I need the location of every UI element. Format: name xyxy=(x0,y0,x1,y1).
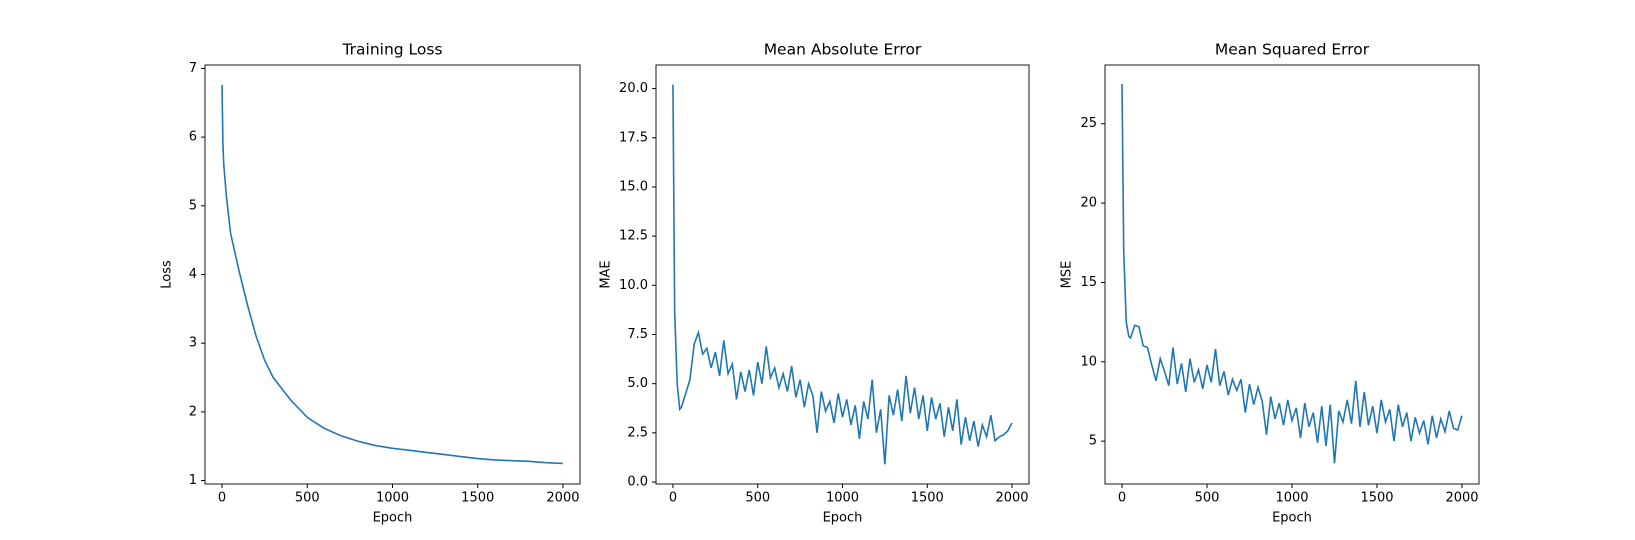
chart-title: Mean Squared Error xyxy=(1215,41,1370,59)
x-tick-label: 1000 xyxy=(376,491,409,506)
y-axis-label: MSE xyxy=(1060,261,1075,289)
subplot: 0 500 1000 1500 2000 0.0 2.5 5.0 7.5 10.0 12.5 15.0… xyxy=(599,41,1030,526)
x-tick-label: 500 xyxy=(295,491,320,506)
y-tick-label: 7.5 xyxy=(627,327,648,342)
y-tick-label: 5 xyxy=(1089,434,1097,449)
x-tick-label: 0 xyxy=(218,491,226,506)
y-tick-label: 5.0 xyxy=(627,376,648,391)
y-tick-label: 7 xyxy=(189,61,197,76)
x-tick-label: 500 xyxy=(745,491,770,506)
y-axis-label: MAE xyxy=(599,260,614,288)
y-tick-label: 10.0 xyxy=(619,278,648,293)
axes-frame xyxy=(655,64,1030,485)
y-tick-label: 4 xyxy=(189,267,197,282)
y-tick-label: 15 xyxy=(1080,275,1097,290)
y-tick-label: 0.0 xyxy=(627,475,648,490)
subplot: 0 500 1000 1500 2000 1 2 3 4 5 6 7 Training Loss Epoc… xyxy=(160,41,581,526)
y-tick-label: 12.5 xyxy=(619,229,648,244)
chart-title: Training Loss xyxy=(341,41,442,59)
data-line xyxy=(1121,84,1463,464)
x-tick-label: 1000 xyxy=(826,491,859,506)
x-tick-label: 1500 xyxy=(1360,491,1393,506)
y-tick-label: 20.0 xyxy=(619,81,648,96)
y-tick-label: 5 xyxy=(189,198,197,213)
x-tick-label: 1000 xyxy=(1275,491,1308,506)
x-axis-label: Epoch xyxy=(1272,511,1312,526)
y-tick-label: 10 xyxy=(1080,354,1097,369)
y-tick-label: 3 xyxy=(189,336,197,351)
data-line xyxy=(672,84,1013,465)
y-tick-label: 2 xyxy=(189,404,197,419)
x-tick-label: 1500 xyxy=(461,491,494,506)
y-tick-label: 6 xyxy=(189,130,197,145)
x-axis-label: Epoch xyxy=(823,511,863,526)
y-tick-label: 17.5 xyxy=(619,130,648,145)
x-tick-label: 0 xyxy=(669,491,677,506)
x-tick-label: 2000 xyxy=(995,491,1028,506)
x-tick-label: 2000 xyxy=(546,491,579,506)
y-tick-label: 15.0 xyxy=(619,179,648,194)
axes-frame xyxy=(204,64,581,485)
y-tick-label: 25 xyxy=(1080,116,1097,131)
data-line xyxy=(221,84,563,465)
x-tick-label: 2000 xyxy=(1445,491,1478,506)
x-tick-label: 0 xyxy=(1118,491,1126,506)
chart-title: Mean Absolute Error xyxy=(764,41,922,59)
x-axis-label: Epoch xyxy=(373,511,413,526)
y-tick-label: 1 xyxy=(189,473,197,488)
y-tick-label: 20 xyxy=(1080,196,1097,211)
y-tick-label: 2.5 xyxy=(627,425,648,440)
subplot: 0 500 1000 1500 2000 5 10 15 20 25 Mean Squared Er… xyxy=(1060,41,1480,526)
x-tick-label: 1500 xyxy=(911,491,944,506)
y-axis-label: Loss xyxy=(160,260,175,289)
x-tick-label: 500 xyxy=(1195,491,1220,506)
